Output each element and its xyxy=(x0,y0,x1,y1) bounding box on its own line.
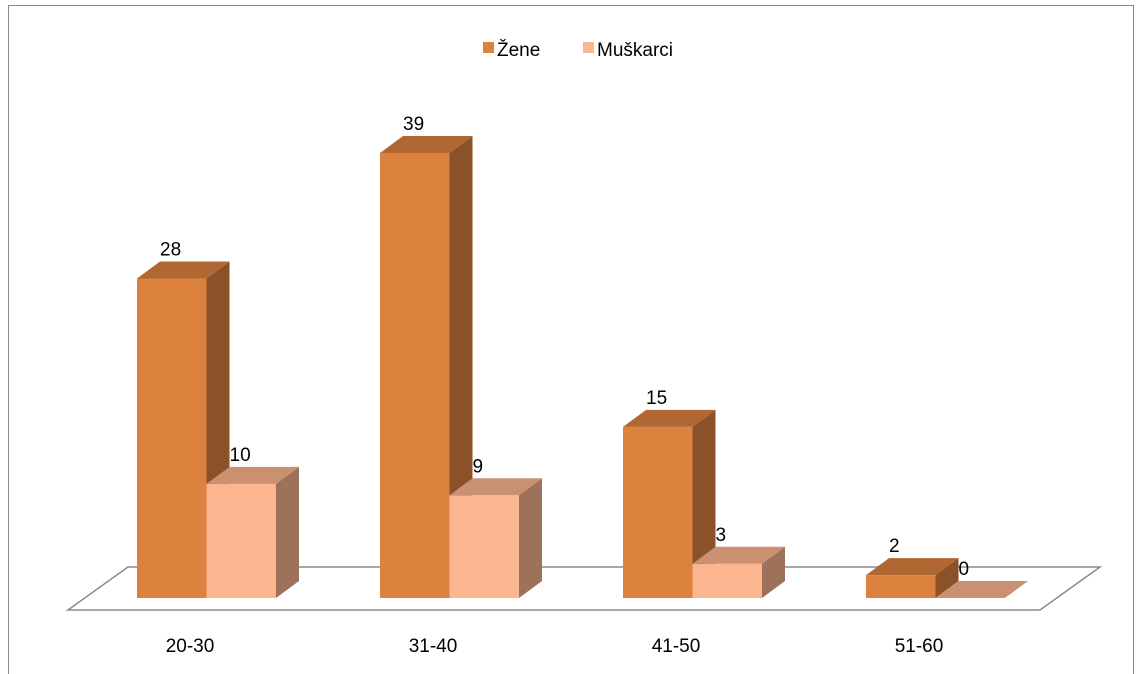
legend-label: Muškarci xyxy=(597,40,673,61)
bar xyxy=(866,575,936,598)
x-tick-label: 20-30 xyxy=(166,636,215,657)
data-label: 3 xyxy=(716,525,727,546)
bar xyxy=(380,153,450,598)
bar-side xyxy=(762,546,785,598)
bar-side xyxy=(519,478,542,598)
bar xyxy=(692,563,762,598)
bar-side xyxy=(449,136,473,598)
bar-side xyxy=(692,409,716,598)
bar-top xyxy=(866,558,959,576)
data-label: 10 xyxy=(230,445,251,466)
legend-label: Žene xyxy=(497,39,540,61)
x-tick-label: 51-60 xyxy=(895,636,944,657)
data-label: 28 xyxy=(160,240,181,261)
bar-top xyxy=(206,466,299,484)
floor xyxy=(65,566,1103,611)
bar-top xyxy=(623,409,716,427)
legend-swatch xyxy=(483,42,494,53)
bar-top xyxy=(449,478,542,496)
bar-top xyxy=(935,581,1028,598)
bar xyxy=(206,483,276,598)
data-label: 0 xyxy=(959,559,970,580)
bar-side xyxy=(276,466,299,598)
data-label: 2 xyxy=(889,536,900,557)
data-label: 15 xyxy=(646,388,667,409)
x-tick-label: 41-50 xyxy=(652,636,701,657)
data-label: 9 xyxy=(473,456,484,477)
bar-top xyxy=(380,136,473,153)
x-tick-label: 31-40 xyxy=(409,636,458,657)
bar-side xyxy=(935,558,959,598)
data-label: 39 xyxy=(403,114,424,135)
bar xyxy=(623,426,693,598)
bar-top xyxy=(137,261,230,279)
bar-top xyxy=(692,546,785,564)
legend-swatch xyxy=(583,42,594,53)
bar xyxy=(449,495,519,598)
bar xyxy=(137,278,207,598)
